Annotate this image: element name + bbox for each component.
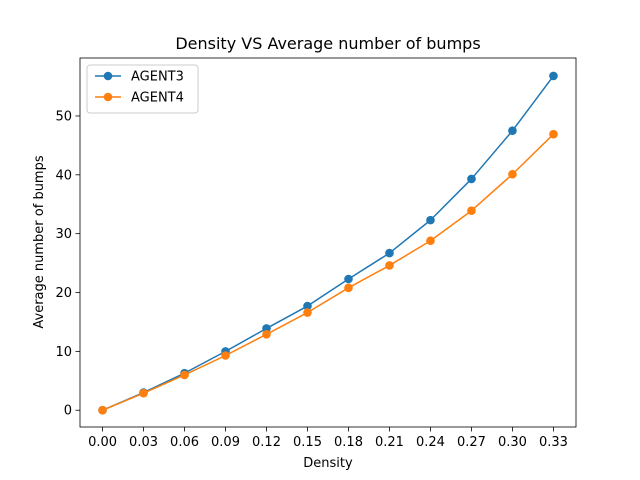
y-axis-label: Average number of bumps [32, 155, 47, 328]
legend-marker-agent4 [103, 92, 113, 102]
data-point-agent4-9 [467, 206, 476, 216]
data-point-agent3-9 [467, 174, 476, 184]
series-line-agent4 [102, 133, 554, 411]
data-point-agent4-8 [426, 236, 435, 246]
x-axis-label: Density [303, 456, 353, 471]
data-point-agent4-7 [385, 261, 394, 270]
series-line-agent3 [102, 75, 555, 411]
x-tick-label: 0.15 [293, 435, 322, 450]
legend-box [86, 64, 199, 114]
data-point-agent4-6 [344, 283, 353, 293]
x-tick-label: 0.21 [375, 435, 404, 450]
data-point-agent3-11 [549, 71, 558, 81]
data-point-agent3-5 [303, 301, 312, 311]
data-point-agent4-11 [549, 129, 558, 139]
data-point-agent4-10 [508, 169, 517, 179]
data-point-agent4-5 [303, 308, 312, 317]
data-point-agent4-1 [139, 388, 148, 398]
y-tick-label: 0 [64, 404, 72, 419]
x-tick-label: 0.30 [498, 435, 527, 450]
data-point-agent3-6 [344, 274, 353, 284]
data-point-agent3-8 [426, 215, 435, 225]
data-point-agent4-2 [180, 370, 189, 380]
data-point-agent4-0 [98, 405, 107, 415]
x-tick-label: 0.27 [457, 435, 486, 450]
y-tick-label: 40 [55, 168, 72, 183]
data-point-agent4-4 [262, 330, 271, 339]
x-tick-label: 0.00 [88, 435, 117, 450]
x-tick-label: 0.03 [129, 435, 158, 450]
y-tick-label: 30 [55, 227, 72, 242]
x-tick-label: 0.06 [170, 435, 199, 450]
y-tick-label: 20 [55, 286, 72, 301]
data-point-agent4-3 [221, 351, 230, 360]
y-tick-label: 10 [55, 345, 72, 360]
x-tick-label: 0.33 [539, 435, 568, 450]
y-tick-label: 50 [55, 109, 72, 124]
x-tick-label: 0.18 [334, 435, 363, 450]
data-point-agent3-4 [262, 324, 271, 333]
plot-area: 0.00 0.03 0.06 0.09 0.12 0.15 0.18 0.21 0.24 0.27… [55, 57, 577, 450]
legend-marker-agent3 [103, 71, 113, 81]
data-point-agent3-10 [508, 126, 517, 135]
chart-title: Density VS Average number of bumps [175, 34, 480, 53]
data-point-agent3-7 [385, 248, 394, 258]
legend-label-agent3: AGENT3 [131, 70, 184, 85]
x-tick-label: 0.09 [211, 435, 240, 450]
x-tick-label: 0.24 [416, 435, 445, 450]
legend-label-agent4: AGENT4 [131, 91, 184, 106]
x-tick-label: 0.12 [252, 435, 281, 450]
axes-frame [79, 57, 577, 428]
